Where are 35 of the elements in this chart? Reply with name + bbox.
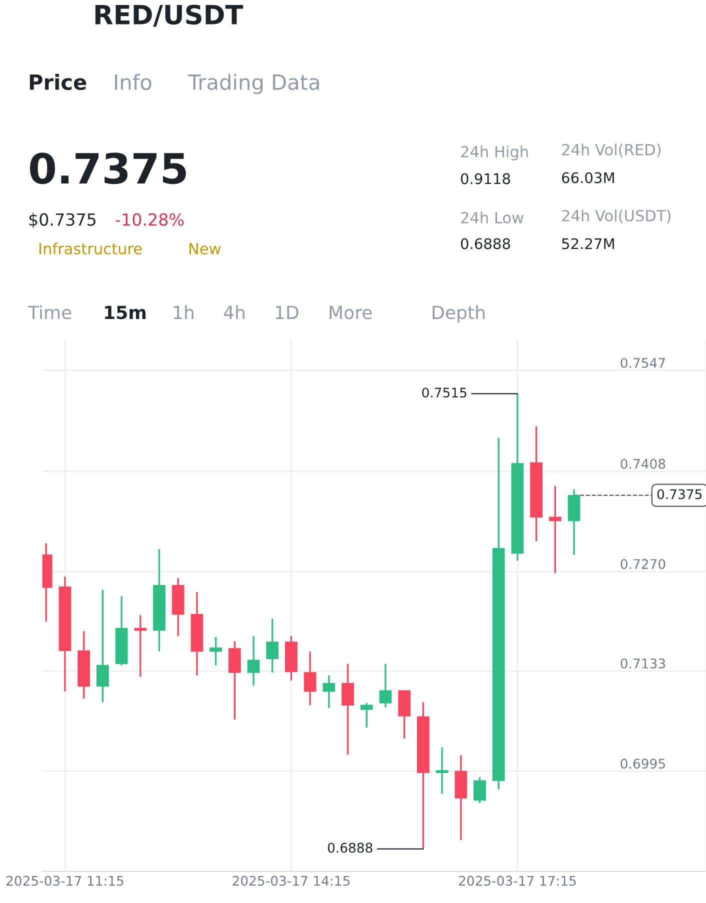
text: More — [330, 306, 372, 320]
text: 24h Low — [461, 212, 524, 224]
text: 66.03M — [562, 172, 614, 184]
text: 0.7375 — [30, 152, 186, 184]
ref-line-label: 0.7375 — [657, 489, 702, 500]
text: 24h Vol(USDT) — [562, 210, 670, 224]
text: Time — [28, 305, 72, 320]
text: 0.6888 — [460, 238, 510, 250]
text: 52.27M — [562, 238, 614, 250]
text: Info — [115, 74, 152, 90]
y-tick-label: 0.7270 — [620, 559, 666, 570]
text: Trading Data — [188, 74, 319, 94]
y-tick-label: 0.7547 — [620, 358, 665, 368]
y-tick-label: 0.7133 — [620, 658, 665, 668]
annotation: 0.6888 — [328, 842, 372, 853]
text: -10.28% — [116, 213, 184, 226]
text: RED/USDT — [95, 4, 244, 27]
text: 24h High — [461, 146, 528, 160]
x-tick-label: 2025-03-17 17:15 — [458, 876, 576, 886]
text: Infrastructure — [40, 242, 142, 254]
text: 15m — [105, 306, 146, 320]
text: New — [190, 243, 221, 254]
text: $0.7375 — [29, 212, 96, 228]
text: 1D — [276, 306, 298, 319]
text: Price — [30, 74, 86, 90]
text: 1h — [174, 305, 194, 319]
text: Depth — [432, 305, 484, 323]
y-tick-label: 0.6995 — [620, 758, 665, 769]
text: 24h Vol(RED) — [562, 144, 660, 158]
text: 4h — [224, 305, 244, 319]
text: 0.9118 — [460, 173, 510, 184]
x-tick-label: 2025-03-17 11:15 — [6, 876, 124, 886]
x-tick-label: 2025-03-17 14:15 — [232, 876, 350, 886]
annotation: 0.7515 — [422, 388, 466, 398]
y-tick-label: 0.7408 — [620, 458, 666, 469]
